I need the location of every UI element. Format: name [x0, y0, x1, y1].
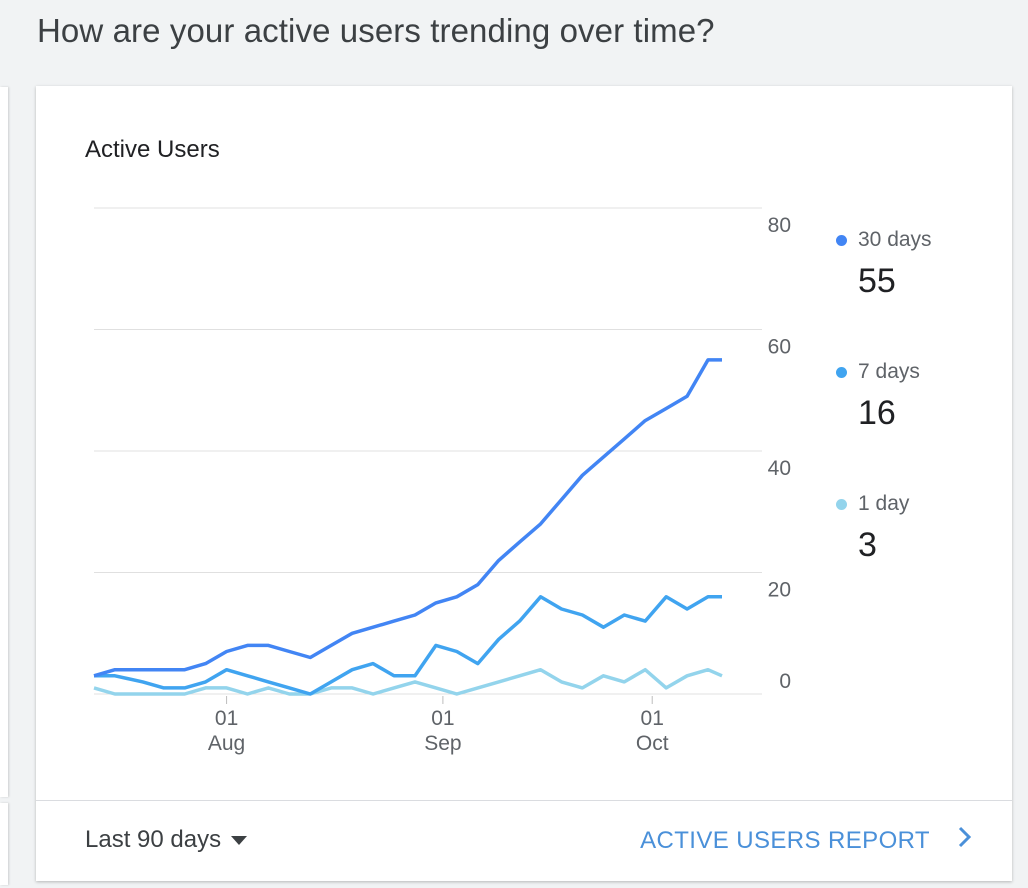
date-range-label: Last 90 days: [85, 826, 222, 853]
legend-item-30-days: 30 days 55: [836, 226, 932, 301]
card-footer-divider: [36, 800, 1012, 801]
card-title: Active Users: [85, 136, 220, 163]
x-tick-month-oct: Oct: [636, 732, 669, 755]
series-line-7-days: [94, 595, 722, 696]
series-line-1-day: [93, 667, 723, 696]
y-tick-label-0: 0: [779, 670, 791, 693]
y-tick-label-20: 20: [768, 579, 791, 602]
legend-value-30-days: 55: [858, 262, 896, 300]
active-users-report-link[interactable]: ACTIVE USERS REPORT: [640, 826, 972, 855]
x-tick-day-sep: 01: [431, 707, 454, 730]
caret-down-icon: [231, 835, 248, 845]
legend-dot-30-days: [836, 234, 847, 246]
x-tick-day-aug: 01: [215, 707, 238, 730]
legend-value-1-day: 3: [858, 526, 877, 564]
series-line-30-days: [93, 358, 722, 678]
legend-value-7-days: 16: [858, 394, 896, 432]
legend-label-1-day: 1 day: [858, 492, 910, 515]
chevron-right-icon: [958, 826, 972, 855]
page-heading: How are your active users trending over …: [37, 12, 715, 49]
x-tick-day-oct: 01: [641, 707, 664, 730]
legend-dot-1-day: [836, 498, 847, 510]
date-range-dropdown[interactable]: Last 90 days: [85, 826, 248, 854]
legend-dot-7-days: [836, 366, 847, 378]
left-card-edge: [0, 87, 8, 797]
legend-label-7-days: 7 days: [858, 360, 920, 383]
report-link-label: ACTIVE USERS REPORT: [640, 826, 930, 854]
legend-item-1-day: 1 day 3: [836, 490, 909, 565]
legend-label-30-days: 30 days: [858, 228, 932, 251]
left-card-footer-edge: [0, 803, 8, 885]
legend-item-7-days: 7 days 16: [836, 358, 920, 433]
active-users-card: Active Users 0 20 40 60 80 01 Aug 01 Sep 01 Oct 30…: [36, 86, 1012, 881]
y-tick-label-80: 80: [768, 214, 791, 237]
y-tick-label-40: 40: [768, 457, 791, 480]
x-tick-month-sep: Sep: [424, 732, 461, 755]
x-tick-month-aug: Aug: [208, 732, 245, 755]
y-tick-label-60: 60: [768, 336, 791, 359]
